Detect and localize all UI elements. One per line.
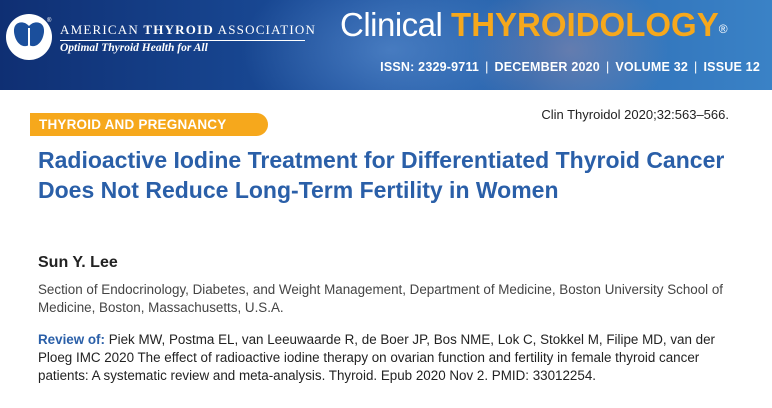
association-divider xyxy=(60,40,305,41)
association-name-bold: Thyroid xyxy=(143,22,214,37)
banner-glow xyxy=(240,0,540,90)
article-title: Radioactive Iodine Treatment for Differe… xyxy=(38,147,725,203)
review-of-reference: Review of: Piek MW, Postma EL, van Leeuw… xyxy=(38,331,738,385)
issn: ISSN: 2329-9711 xyxy=(380,60,480,74)
author-name: Sun Y. Lee xyxy=(38,254,118,271)
thyroid-butterfly-logo-icon: ® xyxy=(6,14,52,60)
issue-separator: | xyxy=(485,60,489,74)
author-affiliation: Section of Endocrinology, Diabetes, and … xyxy=(38,282,724,315)
association-name-suffix: Association xyxy=(213,22,317,37)
issue-date: DECEMBER 2020 xyxy=(494,60,600,74)
review-of-citation: Piek MW, Postma EL, van Leeuwaarde R, de… xyxy=(38,332,716,383)
logo-registered-mark: ® xyxy=(47,17,52,24)
volume: VOLUME 32 xyxy=(615,60,689,74)
journal-title-clinical: Clinical xyxy=(340,6,452,43)
association-name: American Thyroid Association xyxy=(60,22,316,38)
issue-separator: | xyxy=(694,60,698,74)
journal-title-thyroidology: THYROIDOLOGY xyxy=(451,6,719,43)
review-of-label: Review of: xyxy=(38,332,105,347)
issue-number: ISSUE 12 xyxy=(703,60,760,74)
journal-banner: ® American Thyroid Association Optimal T… xyxy=(0,0,772,90)
category-badge: THYROID AND PREGNANCY xyxy=(30,113,268,136)
issue-separator: | xyxy=(605,60,610,74)
journal-registered-mark: ® xyxy=(718,22,728,36)
citation: Clin Thyroidol 2020;32:563–566. xyxy=(541,107,729,122)
association-name-prefix: American xyxy=(60,22,144,37)
journal-title: Clinical THYROIDOLOGY® xyxy=(340,6,728,44)
issue-info: ISSN: 2329-9711 | DECEMBER 2020 | VOLUME 32 |… xyxy=(380,60,760,74)
association-tagline: Optimal Thyroid Health for All xyxy=(60,42,208,54)
banner-glow-accent xyxy=(470,0,670,90)
